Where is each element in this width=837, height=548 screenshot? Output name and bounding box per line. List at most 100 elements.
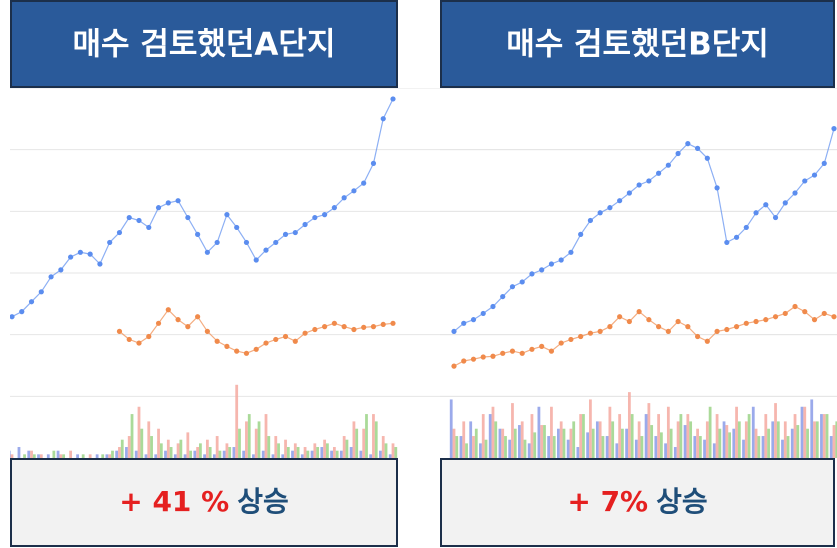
bar <box>323 439 327 458</box>
plot-area <box>440 88 837 458</box>
bar <box>771 421 775 458</box>
bar <box>247 414 251 458</box>
bar <box>504 436 507 458</box>
bar <box>676 421 680 458</box>
bar <box>835 421 837 458</box>
series-point <box>185 324 191 330</box>
bar <box>790 428 794 458</box>
bar <box>164 450 167 458</box>
chart-title: 매수 검토했던B단지 <box>506 27 769 63</box>
bar <box>169 447 173 458</box>
bar <box>494 421 498 458</box>
bar <box>472 436 475 458</box>
series-point <box>136 340 142 346</box>
bar <box>39 454 43 458</box>
bar <box>562 428 566 458</box>
bar <box>17 447 21 458</box>
series-point <box>480 310 486 317</box>
series-point <box>685 141 691 147</box>
series-point <box>617 314 623 320</box>
series-point <box>97 261 103 267</box>
bar <box>465 443 468 458</box>
bar <box>647 403 651 458</box>
bar <box>157 428 160 458</box>
series-point <box>28 299 35 305</box>
series-point <box>58 267 64 273</box>
bar <box>365 414 368 458</box>
series-line <box>453 128 835 332</box>
bar <box>137 406 141 458</box>
bar <box>547 436 551 458</box>
bar <box>764 414 768 458</box>
series-point <box>782 310 788 317</box>
bar <box>669 428 673 458</box>
bar <box>479 443 482 458</box>
bar <box>154 454 158 458</box>
series-point <box>126 336 132 343</box>
bar <box>469 421 473 458</box>
series-point <box>714 328 720 334</box>
series-point <box>597 210 603 216</box>
series-point <box>636 309 642 315</box>
bar <box>523 439 527 458</box>
series-point <box>204 249 210 255</box>
bar <box>335 450 339 458</box>
bar <box>576 447 580 458</box>
series-point <box>753 318 759 325</box>
bar <box>88 454 92 458</box>
series-point <box>234 348 240 354</box>
bar <box>611 421 615 458</box>
bar <box>718 428 722 458</box>
bar <box>650 425 654 458</box>
bar <box>579 414 583 458</box>
bar <box>586 432 590 458</box>
series-point <box>224 343 230 349</box>
bar <box>679 414 683 458</box>
bar <box>654 436 658 458</box>
bar <box>46 454 50 458</box>
series-line <box>453 305 835 367</box>
series-point <box>322 324 328 330</box>
bar <box>520 421 524 458</box>
series-point <box>461 320 467 326</box>
bar <box>349 447 353 458</box>
bar <box>820 414 823 458</box>
series-point <box>548 261 555 267</box>
bar <box>735 406 738 458</box>
bar <box>462 421 466 458</box>
bar <box>284 439 287 458</box>
series-point <box>116 328 123 334</box>
bar <box>732 428 736 458</box>
series-point <box>811 172 818 178</box>
bar <box>618 414 622 458</box>
bar <box>293 443 297 458</box>
bar <box>296 447 300 458</box>
result-box <box>10 458 398 547</box>
series-point <box>772 214 779 221</box>
bar <box>640 436 644 458</box>
series-point <box>529 271 535 277</box>
bar <box>501 428 505 458</box>
bar <box>120 439 124 458</box>
series-point <box>587 217 594 224</box>
bar <box>591 428 595 458</box>
bar <box>95 454 99 458</box>
bar <box>747 414 751 458</box>
series-point <box>331 205 337 211</box>
bar <box>569 428 573 458</box>
series-point <box>548 348 555 354</box>
bar <box>637 421 641 458</box>
series-point <box>694 333 701 340</box>
bar <box>134 450 138 458</box>
bar <box>173 454 177 458</box>
series-point <box>370 160 377 166</box>
bar <box>23 454 26 458</box>
bar <box>326 443 329 458</box>
series-point <box>519 279 525 285</box>
series-point <box>743 224 749 231</box>
bar <box>111 450 114 458</box>
series-point <box>597 328 603 334</box>
series-point <box>451 363 457 369</box>
bar <box>557 428 560 458</box>
bar <box>277 443 280 458</box>
